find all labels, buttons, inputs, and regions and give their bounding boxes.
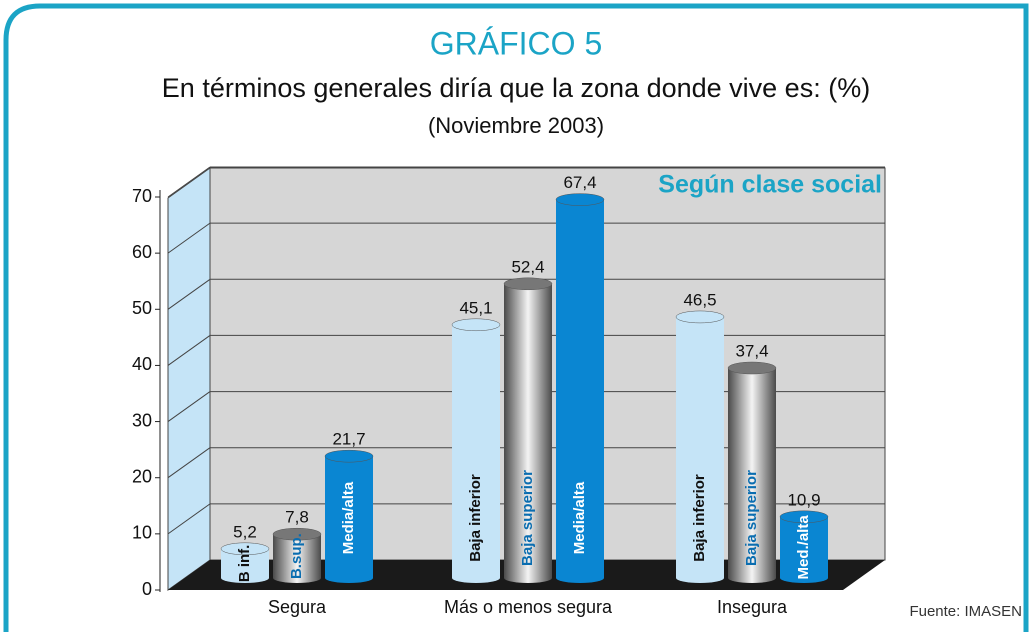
side-wall xyxy=(167,167,211,591)
bar-label: Baja inferior xyxy=(691,474,708,562)
bar-top xyxy=(220,542,270,556)
bar xyxy=(273,534,321,578)
value-label: 52,4 xyxy=(511,257,544,276)
x-tick-label: Insegura xyxy=(717,597,788,617)
bar xyxy=(556,199,604,578)
chart-title: GRÁFICO 5 xyxy=(430,25,602,61)
y-tick-label: 10 xyxy=(132,523,152,543)
bar-label: Baja inferior xyxy=(467,474,484,562)
bar xyxy=(728,368,776,578)
bar-top xyxy=(779,510,829,524)
bar-label: Baja superior xyxy=(743,470,760,566)
value-label: 45,1 xyxy=(459,298,492,317)
grid-line xyxy=(167,391,211,422)
bar-label: B inf. xyxy=(236,545,253,583)
x-tick-label: Segura xyxy=(268,597,327,617)
y-tick-label: 20 xyxy=(132,466,152,486)
frame xyxy=(3,3,1029,632)
bar-label: Media/alta xyxy=(340,481,357,554)
annotation: Según clase social xyxy=(658,171,882,199)
value-label: 46,5 xyxy=(683,290,716,309)
bar xyxy=(325,456,373,578)
y-tick-label: 30 xyxy=(132,410,152,430)
bar-top xyxy=(555,193,605,206)
bar-top xyxy=(451,318,501,332)
value-label: 37,4 xyxy=(735,342,768,361)
chart-subtitle: En términos generales diría que la zona … xyxy=(162,73,870,103)
x-tick-label: Más o menos segura xyxy=(444,597,613,617)
y-tick-label: 0 xyxy=(142,579,152,599)
bar xyxy=(780,516,828,578)
grid-line xyxy=(167,166,211,198)
bar-top xyxy=(272,527,322,541)
y-tick-label: 70 xyxy=(132,186,152,206)
value-label: 21,7 xyxy=(332,430,365,449)
y-tick-label: 60 xyxy=(132,242,152,262)
chart-date: (Noviembre 2003) xyxy=(428,113,604,138)
bar-top xyxy=(324,449,374,463)
bar-top xyxy=(675,310,725,324)
value-label: 67,4 xyxy=(563,173,596,192)
bar xyxy=(504,283,552,578)
value-label: 5,2 xyxy=(233,522,257,541)
bar-top xyxy=(503,277,553,291)
y-tick-label: 50 xyxy=(132,298,152,318)
grid-line xyxy=(167,335,211,366)
y-tick-label: 40 xyxy=(132,354,152,374)
bar-label: Baja superior xyxy=(519,470,536,566)
bar-label: Med./alta xyxy=(795,515,812,580)
bar-top xyxy=(727,361,777,375)
grid-line xyxy=(167,278,211,310)
grid-line xyxy=(167,503,211,535)
bar xyxy=(452,324,500,578)
bar xyxy=(676,316,724,578)
value-label: 7,8 xyxy=(285,508,309,527)
bar-label: Media/alta xyxy=(571,481,588,554)
grid-line xyxy=(167,447,211,479)
bar-label: B.sup. xyxy=(288,533,305,579)
source: Fuente: IMASEN xyxy=(909,603,1022,620)
grid-line xyxy=(167,222,211,254)
value-label: 10,9 xyxy=(787,490,820,509)
